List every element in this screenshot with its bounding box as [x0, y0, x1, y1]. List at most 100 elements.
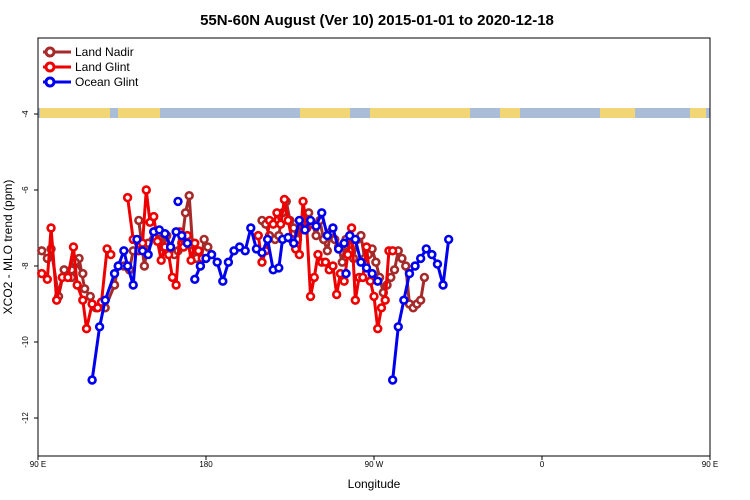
data-point [421, 244, 431, 254]
data-point [356, 257, 366, 267]
data-point [438, 280, 448, 290]
data-point [109, 268, 120, 279]
data-point [294, 215, 305, 226]
data-point [339, 238, 349, 248]
data-point [180, 208, 191, 218]
data-point [393, 322, 403, 332]
data-point [371, 257, 381, 267]
data-point [106, 249, 116, 260]
legend-item-land-nadir: Land Nadir [43, 45, 134, 59]
data-point [294, 249, 305, 260]
data-point [328, 223, 338, 233]
axis-layer: 90 E 180 90 W 0 90 E -4 -6 -8 -10 -12 [21, 110, 718, 469]
data-point [177, 230, 187, 241]
data-point [313, 249, 323, 260]
data-point [373, 324, 383, 334]
data-point [373, 276, 383, 286]
y-tick-label: -12 [21, 412, 30, 424]
data-point [410, 261, 420, 271]
data-point [122, 192, 133, 203]
data-point [427, 249, 437, 260]
x-tick-label: 90 W [365, 460, 384, 469]
data-point [79, 284, 90, 294]
data-point [68, 242, 79, 252]
data-point [305, 215, 316, 226]
data-point [143, 249, 153, 260]
data-point [218, 276, 228, 286]
data-point [419, 272, 430, 283]
data-point [358, 272, 368, 283]
series-ocean-glint [87, 196, 454, 385]
data-point [283, 232, 293, 243]
data-point [78, 268, 88, 279]
land-patch [370, 108, 470, 118]
data-point [346, 223, 357, 233]
data-point [113, 261, 123, 271]
data-point [415, 253, 426, 264]
data-point [331, 289, 342, 300]
land-patch [600, 108, 635, 118]
data-point [322, 246, 333, 256]
data-point [387, 246, 398, 256]
data-point [190, 238, 200, 248]
data-point [322, 230, 333, 241]
data-point [350, 295, 361, 305]
data-point [300, 225, 310, 235]
land-patch [118, 108, 160, 118]
data-point [361, 263, 372, 273]
data-point [119, 246, 129, 256]
data-point [262, 234, 273, 245]
y-tick-label: -10 [21, 336, 30, 348]
data-point [72, 280, 82, 290]
data-point [81, 324, 92, 334]
data-point [37, 268, 47, 279]
data-point [51, 295, 62, 305]
data-point [212, 257, 222, 267]
land-patch [500, 108, 520, 118]
data-point [389, 265, 400, 275]
data-point [87, 375, 97, 385]
data-point [343, 249, 353, 260]
data-point [94, 322, 105, 332]
data-point [132, 234, 142, 245]
data-point [320, 257, 331, 267]
data-point [149, 211, 159, 222]
data-point [190, 274, 200, 284]
data-point [139, 261, 150, 271]
data-point [182, 238, 193, 248]
data-point [397, 253, 407, 264]
data-point [141, 185, 151, 195]
data-point [376, 303, 387, 313]
data-point [337, 257, 347, 267]
data-point [268, 219, 278, 229]
data-point [167, 272, 178, 283]
y-axis-label: XCO2 - MLO trend (ppm) [1, 180, 15, 315]
data-point [415, 295, 426, 305]
x-tick-label: 0 [540, 460, 545, 469]
data-point [367, 268, 377, 279]
land-patch [40, 108, 110, 118]
legend: Land Nadir Land Glint Ocean Glint [43, 45, 139, 89]
x-tick-label: 90 E [702, 460, 718, 469]
data-point [257, 257, 267, 267]
data-point [399, 295, 409, 305]
data-point [443, 234, 454, 245]
legend-label-land-nadir: Land Nadir [75, 45, 134, 59]
data-point [432, 259, 443, 269]
data-point [128, 280, 138, 290]
data-point [365, 276, 375, 286]
data-point [122, 261, 133, 271]
data-point [195, 261, 206, 271]
data-point [85, 291, 95, 302]
data-point [223, 257, 234, 267]
data-point [203, 242, 213, 252]
data-point [341, 268, 351, 279]
data-point [186, 255, 196, 265]
data-point [163, 249, 174, 260]
land-patch [690, 108, 706, 118]
data-point [246, 223, 256, 233]
data-point [350, 234, 361, 245]
data-point [317, 208, 327, 218]
data-point [328, 261, 338, 271]
series-layer [37, 185, 454, 385]
